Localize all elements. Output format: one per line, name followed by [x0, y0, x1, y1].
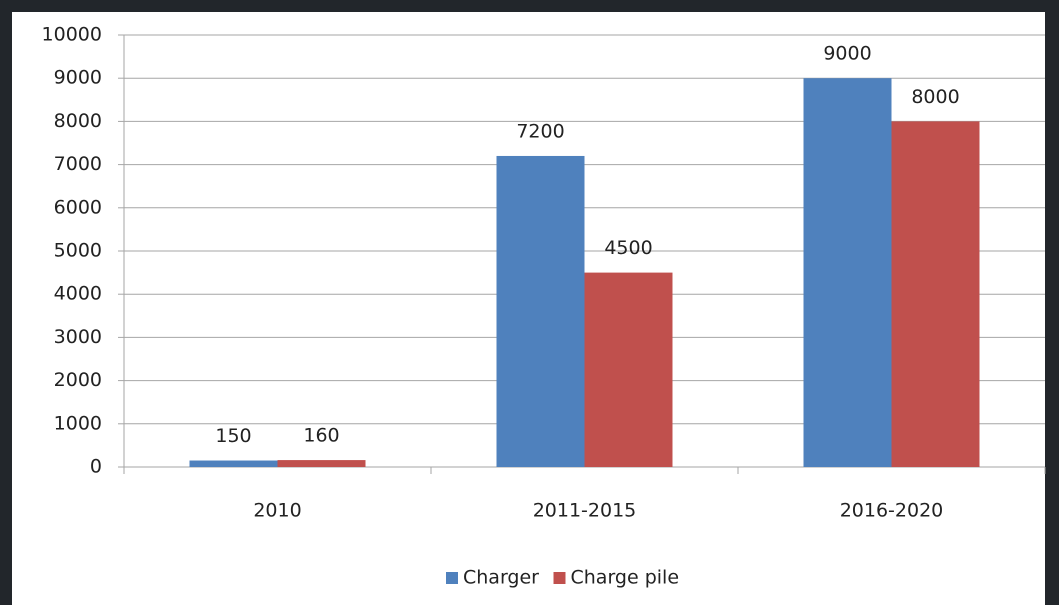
y-tick-label: 9000: [54, 67, 102, 89]
data-label: 9000: [823, 43, 871, 65]
x-tick-label: 2016-2020: [840, 500, 944, 522]
x-tick-label: 2010: [253, 500, 301, 522]
y-tick-label: 10000: [42, 24, 102, 46]
y-tick-label: 4000: [54, 283, 102, 305]
y-tick-label: 5000: [54, 240, 102, 262]
legend-label: Charger: [463, 567, 539, 589]
bar: [584, 272, 673, 467]
legend-swatch: [446, 572, 458, 584]
y-tick-label: 8000: [54, 110, 102, 132]
y-tick-label: 6000: [54, 196, 102, 218]
y-tick-label: 0: [90, 456, 102, 478]
data-label: 160: [303, 425, 339, 447]
y-tick-label: 3000: [54, 326, 102, 348]
bar: [496, 155, 585, 467]
legend-label: Charge pile: [571, 567, 680, 589]
bar: [803, 78, 892, 467]
x-tick-label: 2011-2015: [533, 500, 637, 522]
y-tick-label: 7000: [54, 153, 102, 175]
data-label: 4500: [604, 237, 652, 259]
data-label: 150: [215, 425, 251, 447]
data-label: 8000: [911, 86, 959, 108]
legend-swatch: [553, 572, 566, 584]
y-tick-label: 1000: [54, 412, 102, 434]
y-tick-label: 2000: [54, 369, 102, 391]
data-label: 7200: [516, 120, 564, 142]
bar: [189, 460, 278, 467]
bar: [277, 460, 366, 467]
bar: [891, 121, 980, 468]
